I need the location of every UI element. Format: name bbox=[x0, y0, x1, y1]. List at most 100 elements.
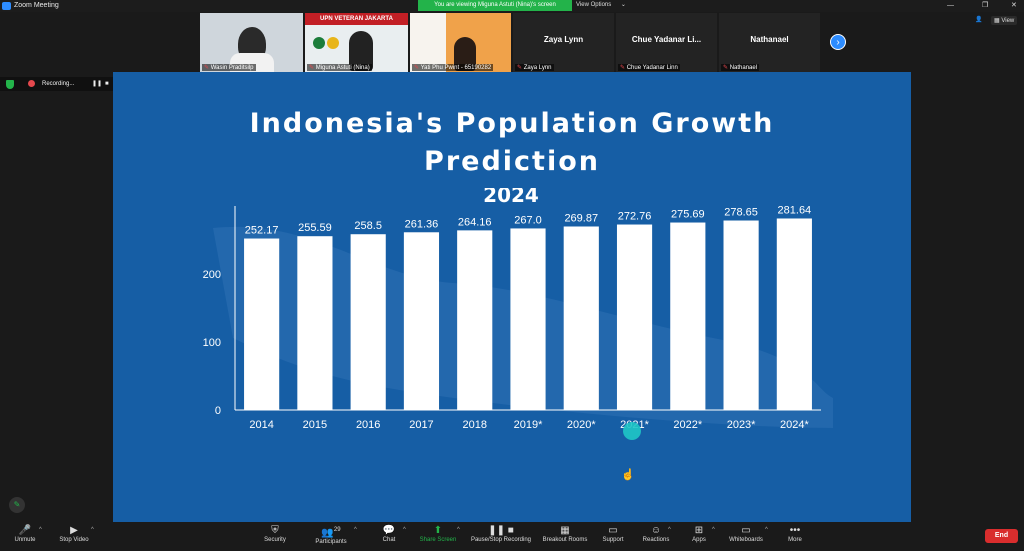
chart-bar bbox=[616, 224, 653, 410]
annotate-pencil-icon[interactable]: ✎ bbox=[9, 497, 25, 513]
chevron-up-icon[interactable]: ^ bbox=[457, 527, 460, 533]
toolbar-label: Whiteboards bbox=[729, 537, 763, 543]
pause-stop-recording-button[interactable]: ❚❚ ■ Pause/Stop Recording bbox=[468, 524, 534, 543]
whiteboards-button[interactable]: ▭ Whiteboards bbox=[726, 524, 766, 543]
whiteboard-icon: ▭ bbox=[741, 525, 751, 536]
bar-value-label: 275.69 bbox=[671, 209, 705, 221]
toolbar-label: Unmute bbox=[14, 537, 36, 543]
more-button[interactable]: ••• More bbox=[784, 524, 806, 543]
cursor-icon: ☝ bbox=[621, 469, 635, 481]
chevron-up-icon[interactable]: ^ bbox=[712, 527, 715, 533]
bar-value-label: 269.87 bbox=[564, 212, 598, 224]
stop-video-button[interactable]: ▶ Stop Video bbox=[55, 524, 93, 543]
chat-button[interactable]: 💬 Chat bbox=[378, 524, 400, 543]
chevron-up-icon[interactable]: ^ bbox=[354, 527, 357, 533]
video-icon: ▶ bbox=[70, 525, 78, 536]
chevron-down-icon: ⌄ bbox=[620, 2, 626, 8]
view-label: View bbox=[1001, 18, 1015, 24]
video-tile[interactable]: Chue Yadanar Li... ✎ Chue Yadanar Linn bbox=[616, 13, 717, 72]
chart-bar bbox=[670, 222, 706, 410]
population-bar-chart: 2024 0 100 200 252.17 2014 255.59 2015 258.5 201… bbox=[203, 188, 833, 431]
video-tile[interactable]: UPN VETERAN JAKARTA ✎ Miguna Astuti (Nin… bbox=[305, 13, 408, 72]
chevron-up-icon[interactable]: ^ bbox=[91, 527, 94, 533]
reactions-button[interactable]: ☺ Reactions bbox=[640, 524, 672, 543]
recording-icon bbox=[28, 80, 35, 87]
y-tick-label: 200 bbox=[203, 269, 221, 281]
participant-name: ✎ Nathanael bbox=[721, 64, 760, 71]
support-button[interactable]: ▭ Support bbox=[598, 524, 628, 543]
x-tick-label: 2019* bbox=[514, 419, 543, 431]
slide-title-line1: Indonesia's Population Growth bbox=[249, 108, 775, 139]
shared-screen: Indonesia's Population Growth Prediction… bbox=[113, 72, 911, 522]
bar-value-label: 272.76 bbox=[618, 211, 652, 223]
mic-muted-icon: ✎ bbox=[204, 65, 210, 71]
chevron-right-icon: › bbox=[836, 37, 840, 48]
breakout-rooms-button[interactable]: ▦ Breakout Rooms bbox=[540, 524, 590, 543]
toolbar-label: Pause/Stop Recording bbox=[470, 537, 532, 543]
video-tile[interactable]: Zaya Lynn ✎ Zaya Lynn bbox=[513, 13, 614, 72]
reactions-icon: ☺ bbox=[650, 525, 662, 536]
participant-name: ✎ Wasin Praditsilp bbox=[202, 64, 256, 71]
bar-value-label: 267.0 bbox=[514, 214, 542, 226]
apps-button[interactable]: ⊞ Apps bbox=[688, 524, 710, 543]
end-meeting-button[interactable]: End bbox=[985, 529, 1018, 543]
chart-bar bbox=[297, 236, 333, 410]
mic-muted-icon: ✎ bbox=[309, 65, 315, 71]
slide-title-line2: Prediction bbox=[424, 146, 600, 177]
toolbar-label: Share Screen bbox=[419, 537, 457, 543]
tile-name-label: Nathanael bbox=[750, 35, 789, 44]
toolbar-label: Participants bbox=[315, 539, 347, 546]
x-tick-label: 2024* bbox=[780, 419, 809, 431]
video-tile[interactable]: ✎ Wasin Praditsilp bbox=[200, 13, 303, 72]
mic-muted-icon: ✎ bbox=[723, 65, 729, 71]
mic-muted-icon: ✎ bbox=[517, 65, 523, 71]
chevron-up-icon[interactable]: ^ bbox=[39, 527, 42, 533]
view-button[interactable]: ▦ View bbox=[991, 16, 1018, 25]
apps-icon: ⊞ bbox=[694, 525, 704, 536]
chevron-up-icon[interactable]: ^ bbox=[668, 527, 671, 533]
share-screen-button[interactable]: ⬆ Share Screen bbox=[418, 524, 458, 543]
video-tile[interactable]: ✎ Yati Phu Pwint - 65190282 bbox=[410, 13, 511, 72]
y-tick-label: 0 bbox=[215, 405, 221, 417]
person-icon[interactable]: 👤 bbox=[975, 17, 983, 23]
pause-icon[interactable]: ❚❚ bbox=[92, 81, 103, 87]
toolbar-label: Security bbox=[264, 537, 286, 543]
more-icon: ••• bbox=[789, 525, 801, 536]
x-tick-label: 2022* bbox=[673, 419, 702, 431]
toolbar-label: Breakout Rooms bbox=[542, 537, 588, 543]
bar-value-label: 264.16 bbox=[458, 216, 492, 228]
logo-icon bbox=[313, 37, 325, 49]
x-tick-label: 2017 bbox=[409, 419, 433, 431]
bar-value-label: 278.65 bbox=[724, 207, 758, 219]
participant-name: ✎ Miguna Astuti (Nina) bbox=[307, 64, 372, 71]
grid-icon: ▦ bbox=[994, 18, 1000, 24]
chart-bar bbox=[457, 230, 493, 410]
breakout-icon: ▦ bbox=[560, 525, 570, 536]
tile-name-label: Zaya Lynn bbox=[543, 35, 584, 44]
chart-bar bbox=[350, 234, 386, 410]
toolbar-label: More bbox=[788, 537, 802, 543]
video-tile[interactable]: Nathanael ✎ Nathanael bbox=[719, 13, 820, 72]
chart-bar bbox=[403, 232, 440, 410]
x-tick-label: 2020* bbox=[567, 419, 596, 431]
view-options-label: View Options bbox=[576, 2, 612, 8]
view-options-button[interactable]: View Options ⌄ bbox=[576, 0, 634, 11]
chat-icon: 💬 bbox=[382, 525, 396, 536]
chevron-up-icon[interactable]: ^ bbox=[403, 527, 406, 533]
chart-bar bbox=[563, 226, 599, 410]
minimize-button[interactable]: — bbox=[947, 2, 954, 9]
bar-value-label: 255.59 bbox=[298, 222, 332, 234]
security-button[interactable]: ⛨ Security bbox=[258, 524, 292, 543]
next-page-button[interactable]: › bbox=[830, 34, 846, 50]
stop-icon[interactable]: ■ bbox=[105, 81, 109, 87]
pointer-highlight bbox=[623, 422, 641, 440]
mic-muted-icon: 🎤 bbox=[18, 525, 32, 536]
maximize-button[interactable]: ❐ bbox=[982, 2, 989, 9]
chart-bar bbox=[776, 218, 812, 410]
chevron-up-icon[interactable]: ^ bbox=[765, 527, 768, 533]
participants-button[interactable]: 👥29 Participants bbox=[310, 524, 352, 545]
unmute-button[interactable]: 🎤 Unmute bbox=[10, 524, 40, 543]
shield-icon[interactable] bbox=[6, 80, 14, 89]
close-button[interactable]: ✕ bbox=[1011, 2, 1017, 9]
logo-icon bbox=[327, 37, 339, 49]
